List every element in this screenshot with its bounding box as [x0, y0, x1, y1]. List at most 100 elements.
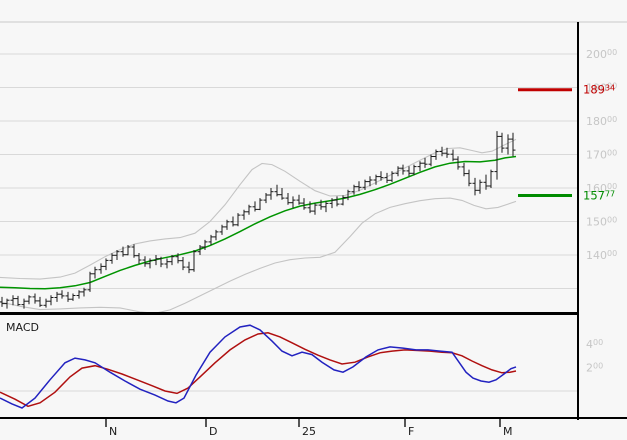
- x-axis-labels: N D 25 F M: [105, 417, 513, 438]
- candle: [510, 132, 516, 157]
- candle: [224, 219, 230, 230]
- candle: [351, 184, 357, 195]
- candle: [466, 169, 472, 187]
- candle: [175, 253, 181, 264]
- svg-text:400: 400: [586, 338, 603, 351]
- candle: [455, 156, 461, 170]
- x-tick-label: M: [503, 425, 513, 438]
- candle: [10, 295, 16, 306]
- candle: [208, 234, 214, 245]
- candle: [263, 193, 269, 204]
- candle: [98, 263, 104, 274]
- candle: [428, 154, 434, 167]
- candle: [433, 149, 439, 160]
- svg-text:15000: 15000: [586, 216, 617, 229]
- candle: [472, 177, 478, 196]
- candle: [422, 157, 428, 168]
- candle: [191, 250, 197, 272]
- panel-borders: [0, 21, 627, 420]
- ma20-line: [0, 155, 517, 290]
- candle: [180, 257, 186, 271]
- candle: [131, 244, 137, 258]
- candle: [323, 201, 329, 213]
- candle: [65, 291, 71, 302]
- candle: [164, 258, 170, 269]
- candle: [340, 195, 346, 206]
- candle: [367, 176, 373, 187]
- candle: [103, 258, 109, 271]
- candle: [186, 261, 192, 274]
- candle: [334, 196, 340, 207]
- candle: [87, 271, 93, 292]
- candle: [230, 216, 236, 227]
- candle: [301, 198, 307, 210]
- candle: [125, 245, 131, 256]
- candlestick-series: [0, 131, 516, 309]
- candle: [499, 132, 505, 153]
- candle: [81, 287, 87, 297]
- svg-text:19000: 19000: [586, 82, 617, 95]
- candle: [307, 201, 313, 214]
- candle: [252, 201, 258, 212]
- candle: [153, 255, 159, 266]
- x-tick-label: F: [408, 425, 414, 438]
- price-gridlines: [0, 53, 578, 289]
- candle: [114, 250, 120, 260]
- candle: [54, 291, 60, 302]
- candle: [444, 147, 450, 158]
- candle: [461, 162, 467, 177]
- candle: [483, 174, 489, 190]
- svg-text:18000: 18000: [586, 115, 617, 128]
- candle: [373, 174, 379, 185]
- candle: [378, 171, 384, 181]
- candle: [417, 161, 423, 172]
- price-levels: 18934 15777: [518, 83, 615, 202]
- svg-text:17000: 17000: [586, 149, 617, 162]
- candle: [318, 199, 324, 210]
- bband-lower-line: [0, 197, 517, 312]
- bollinger-bands: [0, 138, 517, 312]
- candle: [257, 198, 263, 211]
- candle: [4, 298, 10, 309]
- x-tick-label: D: [209, 425, 217, 438]
- candle: [147, 258, 153, 269]
- candle: [384, 172, 390, 183]
- candle: [136, 253, 142, 264]
- candle: [32, 293, 38, 304]
- candle: [450, 149, 456, 162]
- candle: [411, 164, 417, 176]
- candle: [488, 169, 494, 188]
- candle: [494, 131, 500, 180]
- support-level-label: 15777: [583, 188, 615, 202]
- svg-text:200: 200: [586, 362, 603, 375]
- candle: [362, 179, 368, 190]
- candle: [279, 188, 285, 200]
- macd-panel-label: MACD: [6, 321, 39, 334]
- svg-text:16000: 16000: [586, 182, 617, 195]
- x-tick-label: N: [109, 425, 117, 438]
- candle: [109, 253, 115, 264]
- candle: [235, 213, 241, 227]
- macd-axis-labels: 400 200: [586, 338, 603, 375]
- candle: [37, 296, 43, 307]
- candle: [197, 245, 203, 255]
- candle: [76, 290, 82, 299]
- candle: [356, 181, 362, 192]
- candle: [439, 146, 445, 157]
- candle: [120, 246, 126, 257]
- candle: [142, 256, 148, 267]
- candle: [169, 255, 175, 266]
- candle: [395, 166, 401, 177]
- x-tick-label: 25: [302, 425, 316, 438]
- candle: [268, 188, 274, 200]
- candle: [0, 296, 5, 307]
- candle: [345, 189, 351, 201]
- candle: [213, 229, 219, 241]
- x-axis-line: [0, 417, 627, 419]
- candle: [92, 266, 98, 279]
- candle: [48, 295, 54, 306]
- candle: [290, 196, 296, 209]
